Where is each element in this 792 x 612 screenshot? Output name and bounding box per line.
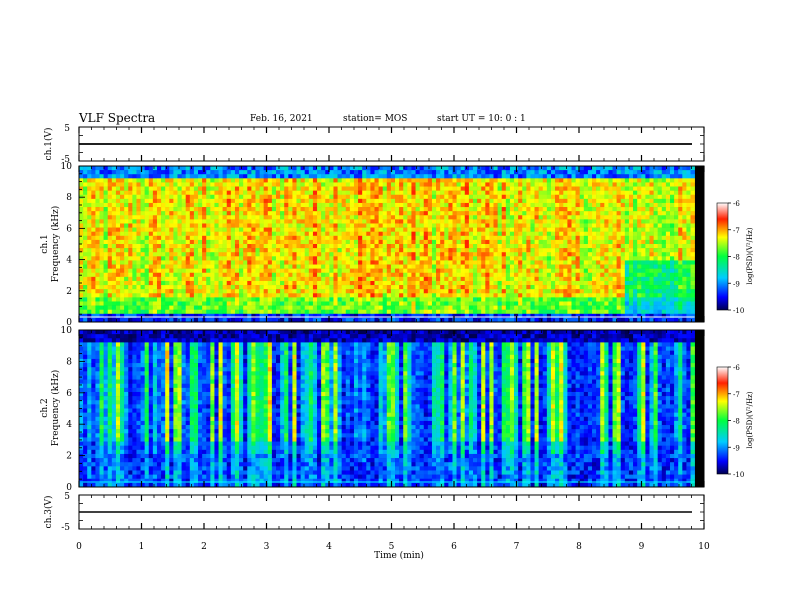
ch1-colorbar-label: log(PSD)(V²/Hz) — [746, 227, 754, 284]
ch1-freq-tick-label-0: 10 — [61, 162, 73, 172]
ch3-ytick-bottom: -5 — [61, 523, 70, 533]
ch2-spectrogram-panel — [79, 330, 704, 488]
x-tick-label-7: 7 — [514, 542, 520, 552]
x-tick-label-1: 1 — [139, 542, 145, 552]
x-tick-label-9: 9 — [639, 542, 645, 552]
ch2-freq-tick-label-4: 2 — [66, 452, 72, 462]
ch2-freq-tick-label-2: 6 — [66, 389, 72, 399]
ch2-freq-tick-label-0: 10 — [61, 326, 73, 336]
ch1-voltage-ylabel: ch.1(V) — [43, 128, 54, 161]
ch1-spectrogram-panel — [79, 166, 704, 323]
ch1-freq-tick-label-2: 6 — [66, 224, 72, 234]
ch1-freq-tick-label-1: 8 — [66, 193, 72, 203]
ch1-ytick-bottom: -5 — [61, 155, 70, 165]
ch2-freq-tick-label-5: 0 — [66, 483, 72, 493]
start-time-label: start UT = 10: 0 : 1 — [437, 114, 526, 124]
x-tick-label-5: 5 — [389, 542, 395, 552]
ch2-colorbar-tick-2: -8 — [733, 418, 740, 426]
ch1-colorbar-tick-3: -9 — [733, 280, 740, 288]
ch2-colorbar-tick-0: -6 — [733, 364, 740, 372]
ch1-colorbar-tick-0: -6 — [733, 200, 740, 208]
ch3-ytick-top: 5 — [64, 492, 70, 502]
ch1-colorbar-tick-1: -7 — [733, 227, 740, 235]
ch2-colorbar-tick-1: -7 — [733, 391, 740, 399]
x-tick-label-8: 8 — [576, 542, 582, 552]
ch2-colorbar-tick-3: -9 — [733, 444, 740, 452]
station-label: station= MOS — [343, 114, 408, 124]
x-tick-label-10: 10 — [698, 542, 710, 552]
x-axis-label: Time (min) — [374, 550, 424, 561]
ch2-freq-tick-label-1: 8 — [66, 357, 72, 367]
ch2-colorbar-tick-4: -10 — [733, 471, 744, 479]
x-tick-label-3: 3 — [264, 542, 270, 552]
ch1-freq-tick-label-3: 4 — [66, 256, 72, 266]
ch3-voltage-ylabel: ch.3(V) — [43, 496, 54, 529]
ch2-colorbar-label: log(PSD)(V²/Hz) — [746, 391, 754, 448]
x-tick-label-6: 6 — [451, 542, 457, 552]
x-tick-label-2: 2 — [201, 542, 207, 552]
x-tick-label-4: 4 — [326, 542, 332, 552]
ch2-channel-label: ch.2 — [40, 398, 50, 417]
ch1-channel-label: ch.1 — [40, 234, 50, 253]
ch2-freq-tick-label-3: 4 — [66, 420, 72, 430]
ch1-frequency-ylabel: Frequency (kHz) — [50, 206, 61, 283]
ch1-freq-tick-label-5: 0 — [66, 318, 72, 328]
x-tick-label-0: 0 — [76, 542, 82, 552]
ch1-ytick-top: 5 — [64, 124, 70, 134]
date-label: Feb. 16, 2021 — [250, 114, 313, 124]
ch2-frequency-ylabel: Frequency (kHz) — [50, 370, 61, 447]
ch1-colorbar-tick-2: -8 — [733, 254, 740, 262]
ch1-colorbar-tick-4: -10 — [733, 307, 744, 315]
figure-title: VLF Spectra — [79, 111, 156, 125]
ch1-freq-tick-label-4: 2 — [66, 287, 72, 297]
